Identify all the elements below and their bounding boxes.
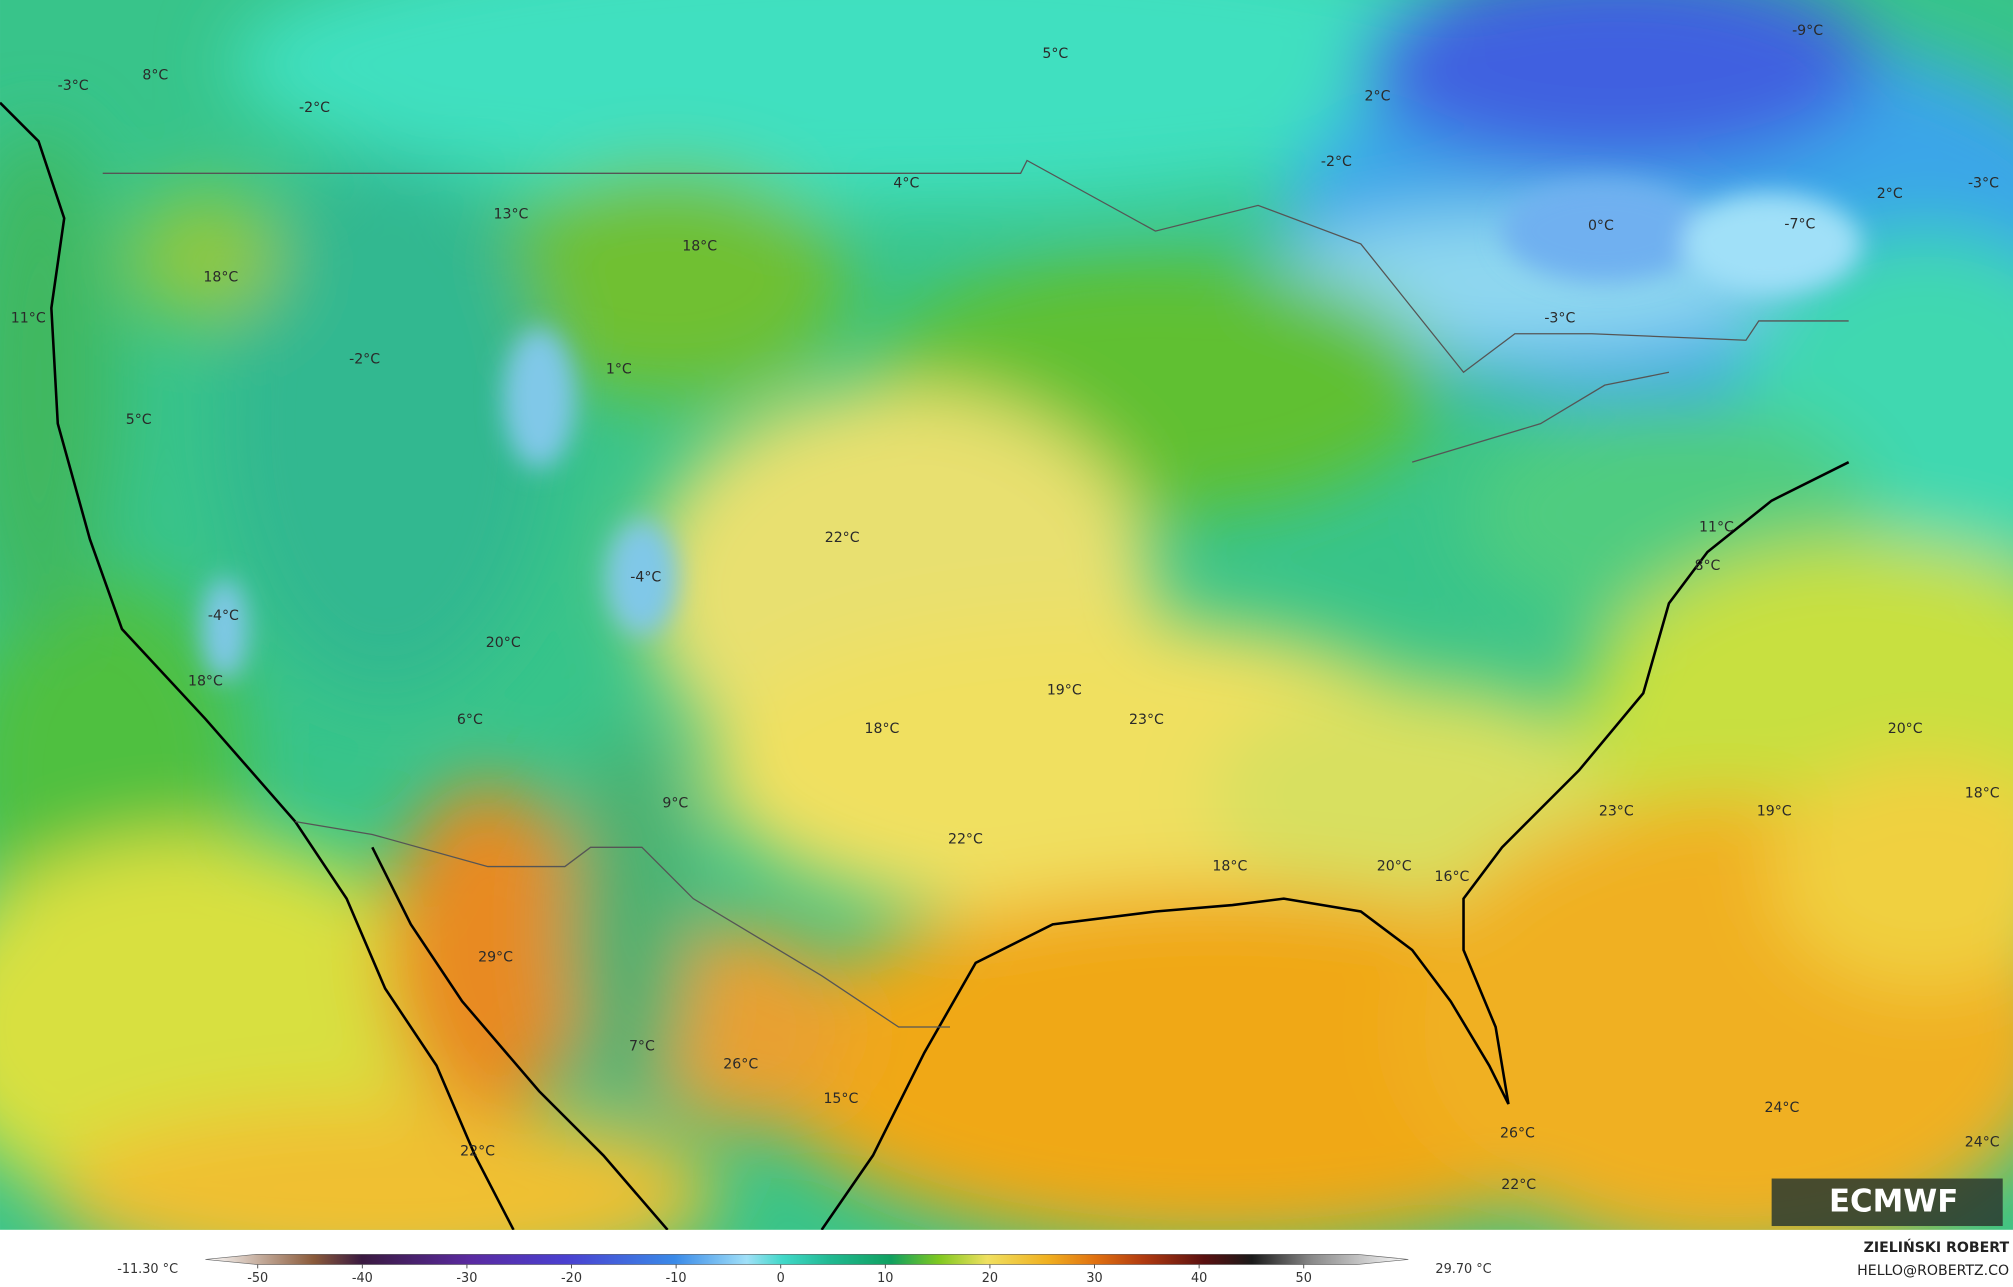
temperature-label: 8°C <box>1695 558 1721 574</box>
max-label: 29.70 °C <box>1435 1262 1491 1277</box>
colorbar-tick-label: -20 <box>561 1271 582 1286</box>
temperature-label: 6°C <box>457 712 483 728</box>
temperature-label: 18°C <box>188 674 223 690</box>
temperature-label: 5°C <box>1042 46 1068 62</box>
labels: -3°C 8°C -2°C 5°C 2°C -9°C -2°C 4°C 13°C 18°C 0°C 2… <box>11 23 2000 1193</box>
temperature-label: 29°C <box>478 950 513 966</box>
colorbar-tick-label: 50 <box>1296 1271 1312 1286</box>
colorbar <box>205 1253 1409 1265</box>
temperature-label: 20°C <box>1888 721 1923 737</box>
temperature-label: -4°C <box>630 570 661 586</box>
temperature-label: -9°C <box>1792 23 1823 39</box>
temperature-label: 20°C <box>1377 859 1412 875</box>
temperature-label: 22°C <box>1501 1177 1536 1193</box>
temperature-label: 18°C <box>865 721 900 737</box>
temperature-label: 11°C <box>1699 520 1734 536</box>
colorbar-tick-label: 40 <box>1191 1271 1207 1286</box>
temperature-label: -2°C <box>299 100 330 116</box>
borders <box>102 159 1849 1028</box>
author: ZIELIŃSKI ROBERT <box>1864 1238 2010 1256</box>
temperature-label: 22°C <box>948 832 983 848</box>
logo-box: ECMWF <box>1771 1178 2003 1227</box>
colorbar-tick-label: -50 <box>247 1271 268 1286</box>
temperature-label: 15°C <box>823 1091 858 1107</box>
temperature-label: 22°C <box>460 1144 495 1160</box>
colorbar-tick-label: 20 <box>982 1271 998 1286</box>
temperature-label: 24°C <box>1965 1135 2000 1151</box>
temperature-label: 16°C <box>1435 869 1470 885</box>
colorbar-tick-label: 10 <box>877 1271 893 1286</box>
temperature-label: 23°C <box>1599 803 1634 819</box>
colorbar-tick-label: 0 <box>777 1271 785 1286</box>
temperature-label: 18°C <box>203 269 238 285</box>
temperature-label: 19°C <box>1757 803 1792 819</box>
temperature-label: 19°C <box>1047 683 1082 699</box>
temperature-label: 4°C <box>893 176 919 192</box>
temperature-label: 8°C <box>142 68 168 84</box>
temperature-label: -3°C <box>58 78 89 94</box>
min-label: -11.30 °C <box>117 1262 178 1277</box>
temperature-label: 18°C <box>1212 859 1247 875</box>
contact: HELLO@ROBERTZ.CO <box>1857 1263 2009 1279</box>
temperature-label: 13°C <box>494 206 529 222</box>
temperature-label: 7°C <box>629 1038 655 1054</box>
temperature-label: 26°C <box>723 1056 758 1072</box>
temperature-label: 23°C <box>1129 712 1164 728</box>
temperature-label: -7°C <box>1784 217 1815 233</box>
coastline <box>0 101 1850 1230</box>
temperature-label: -2°C <box>349 351 380 367</box>
colorbar-tick-label: -30 <box>456 1271 477 1286</box>
temperature-label: 2°C <box>1877 186 1903 202</box>
logo: ECMWF <box>1829 1183 1958 1219</box>
colorbar-tick-label: -10 <box>666 1271 687 1286</box>
temperature-label: -2°C <box>1321 154 1352 170</box>
temperature-label: 1°C <box>606 362 632 378</box>
temperature-label: -4°C <box>208 608 239 624</box>
temperature-label: 26°C <box>1500 1126 1535 1142</box>
temperature-label: 11°C <box>11 310 46 326</box>
temperature-label: 9°C <box>662 796 688 812</box>
temperature-label: 2°C <box>1365 88 1391 104</box>
temperature-label: 22°C <box>825 530 860 546</box>
temperature-label: 0°C <box>1588 218 1614 234</box>
temperature-label: 5°C <box>126 412 152 428</box>
colorbar-tick-label: -40 <box>352 1271 373 1286</box>
temperature-label: -3°C <box>1968 176 1999 192</box>
colorbar-tick-label: 30 <box>1086 1271 1102 1286</box>
temperature-label: 20°C <box>486 635 521 651</box>
temperature-label: 18°C <box>682 238 717 254</box>
temperature-label: 24°C <box>1764 1100 1799 1116</box>
temperature-label: 18°C <box>1965 785 2000 801</box>
temperature-label: -3°C <box>1544 310 1575 326</box>
